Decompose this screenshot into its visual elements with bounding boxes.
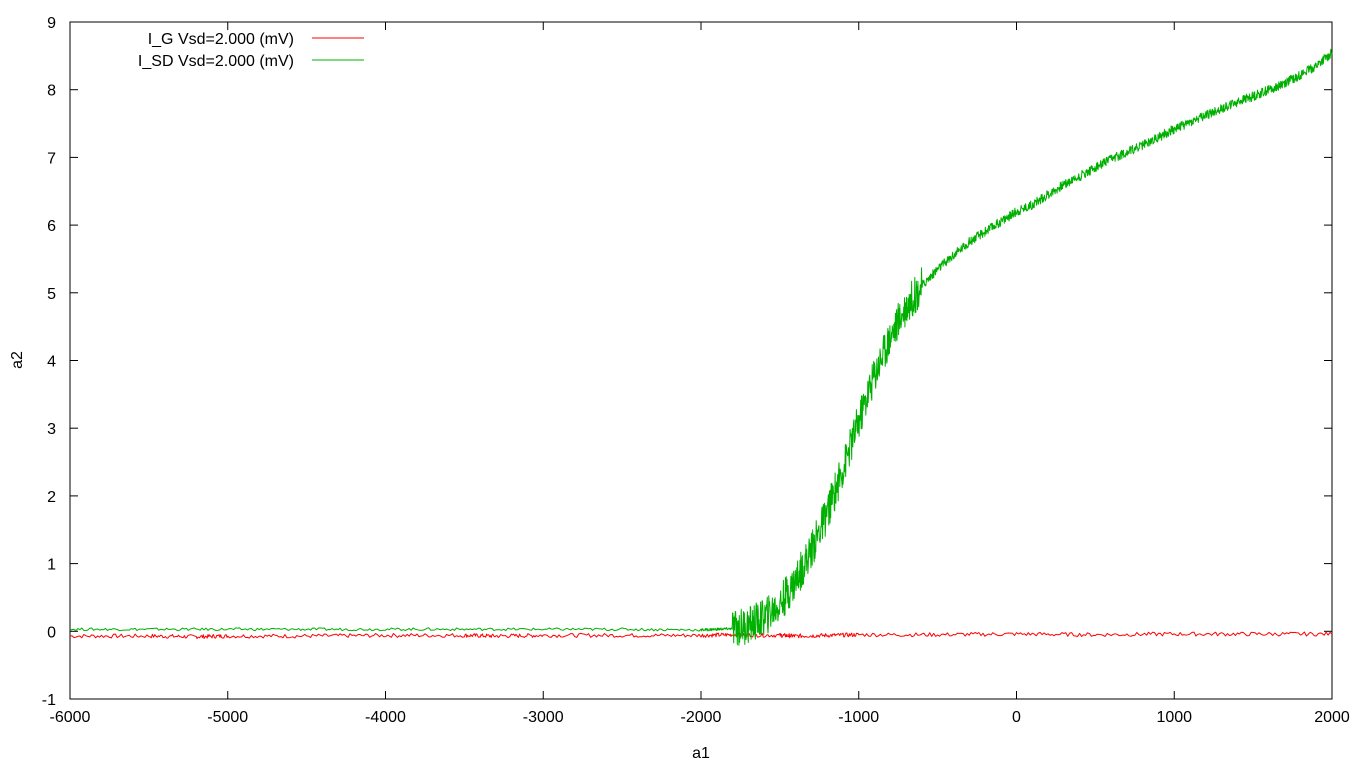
y-tick-label: 6	[47, 218, 56, 235]
y-tick-label: 2	[47, 489, 56, 506]
y-tick-label: 5	[47, 286, 56, 303]
x-tick-label: -3000	[523, 709, 564, 726]
legend-label: I_SD Vsd=2.000 (mV)	[138, 53, 294, 70]
legend-label: I_G Vsd=2.000 (mV)	[148, 31, 294, 48]
y-tick-label: 1	[47, 557, 56, 574]
x-axis-label: a1	[692, 745, 710, 762]
y-tick-label: 3	[47, 421, 56, 438]
y-tick-label: -1	[42, 692, 56, 709]
x-tick-label: 2000	[1314, 709, 1350, 726]
y-axis-label: a2	[9, 351, 26, 369]
x-tick-label: -1000	[838, 709, 879, 726]
x-tick-label: -2000	[681, 709, 722, 726]
axis-ticks: -6000 -5000 -4000 -3000 -2000 -1000 0 1000 2000 -…	[42, 15, 1350, 726]
x-tick-label: -5000	[207, 709, 248, 726]
plot-frame	[69, 21, 1333, 700]
y-tick-label: 8	[47, 83, 56, 100]
legend: I_G Vsd=2.000 (mV) I_SD Vsd=2.000 (mV)	[138, 31, 364, 70]
x-tick-label: 1000	[1156, 709, 1192, 726]
x-tick-label: -6000	[50, 709, 91, 726]
x-tick-label: -4000	[365, 709, 406, 726]
y-tick-label: 7	[47, 150, 56, 167]
series-line-i-sd	[69, 48, 1333, 646]
series-line-i-g	[69, 631, 1333, 640]
y-tick-label: 9	[47, 15, 56, 32]
y-tick-label: 0	[47, 624, 56, 641]
series-group	[69, 48, 1333, 646]
x-tick-label: 0	[1012, 709, 1021, 726]
y-tick-label: 4	[47, 354, 56, 371]
